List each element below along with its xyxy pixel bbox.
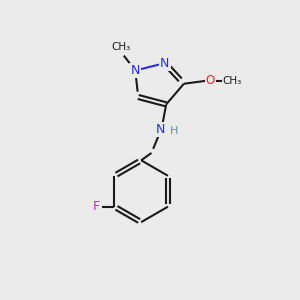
Text: F: F	[93, 200, 100, 213]
Text: N: N	[160, 57, 169, 70]
Text: O: O	[206, 74, 215, 87]
Text: CH₃: CH₃	[111, 42, 130, 52]
Text: H: H	[170, 126, 178, 136]
Text: N: N	[130, 64, 140, 77]
Text: CH₃: CH₃	[223, 76, 242, 86]
Text: N: N	[156, 123, 165, 136]
